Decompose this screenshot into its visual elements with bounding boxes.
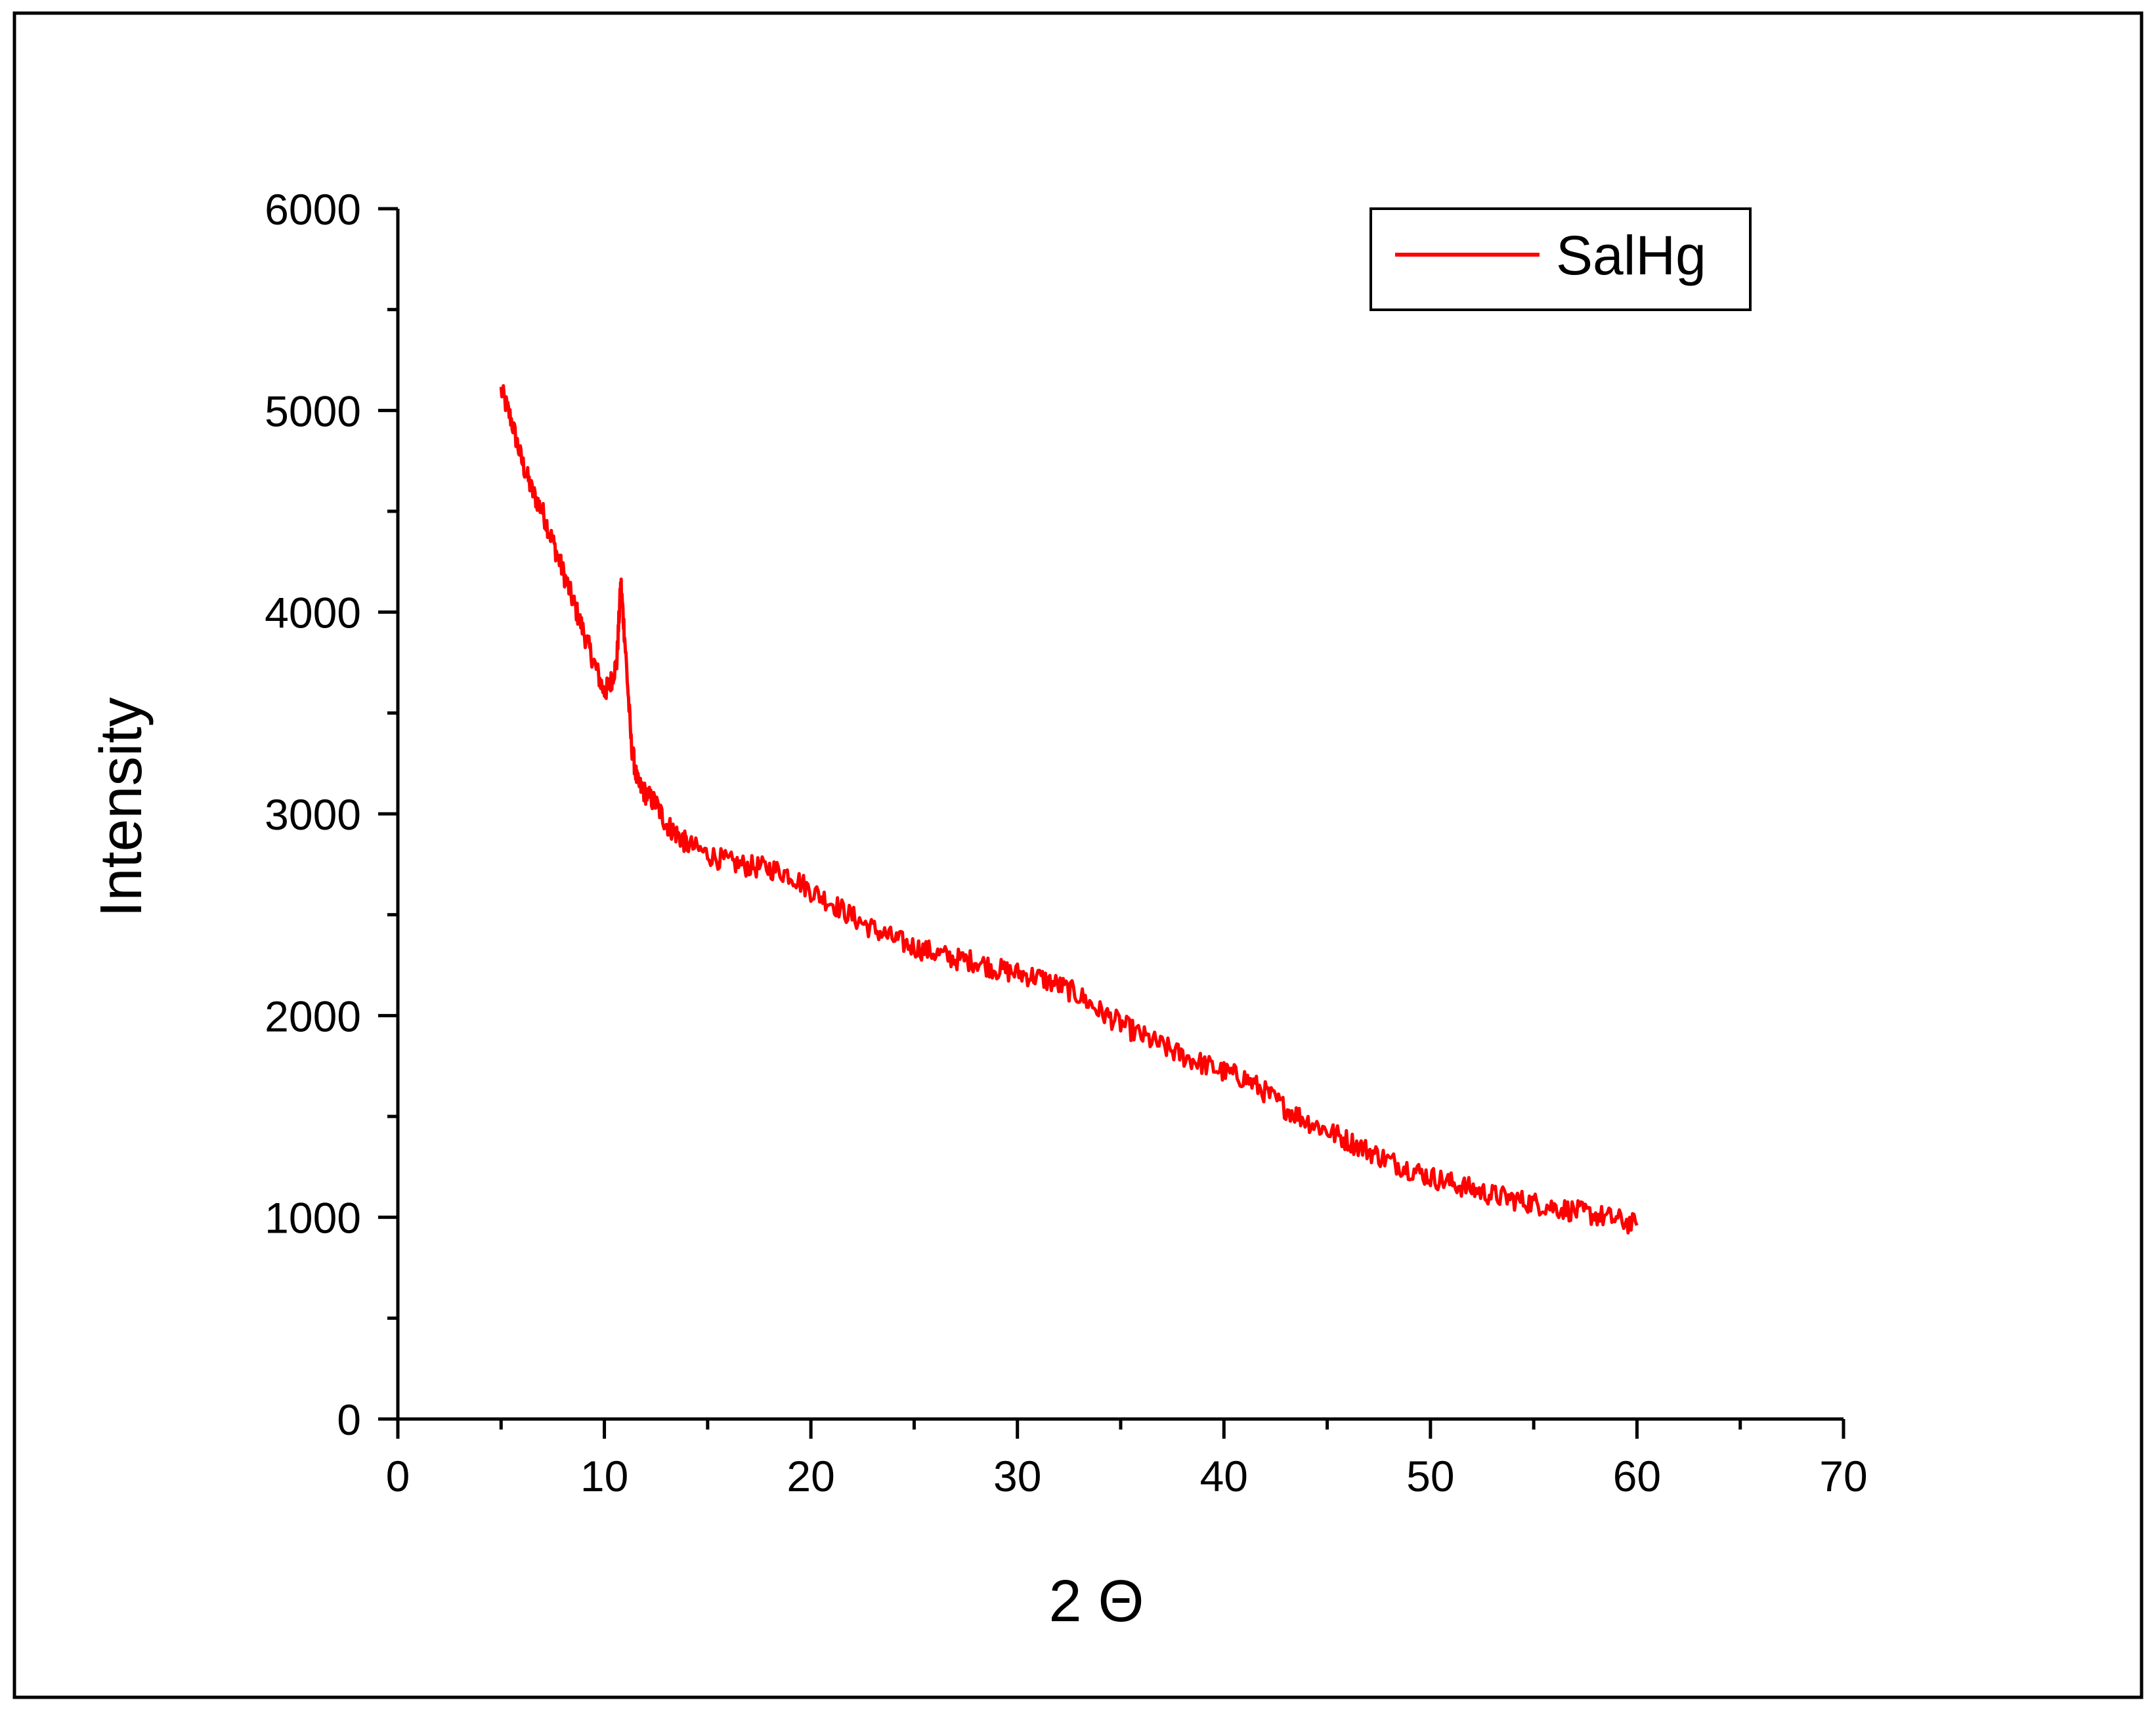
series-line-salhg bbox=[499, 384, 1639, 1235]
x-tick-label: 10 bbox=[580, 1452, 628, 1500]
figure-frame bbox=[12, 11, 2144, 1699]
x-tick-label: 20 bbox=[787, 1452, 834, 1500]
legend: SalHg bbox=[1369, 207, 1752, 311]
y-tick-label: 0 bbox=[337, 1395, 361, 1444]
x-tick-label: 70 bbox=[1819, 1452, 1867, 1500]
x-tick-label: 30 bbox=[993, 1452, 1041, 1500]
y-axis-title: Intensity bbox=[89, 697, 154, 917]
y-tick-label: 6000 bbox=[265, 185, 361, 234]
legend-box bbox=[1369, 207, 1752, 311]
legend-label-salhg: SalHg bbox=[1556, 224, 1706, 286]
axes: 0 10 20 30 40 50 60 70 0 1000 2000 3000 4000 5000 6000 bbox=[265, 185, 1868, 1500]
plot-area bbox=[499, 384, 1639, 1235]
x-axis-title: 2 Θ bbox=[1048, 1569, 1144, 1634]
x-tick-label: 60 bbox=[1613, 1452, 1661, 1500]
x-tick-label: 40 bbox=[1200, 1452, 1248, 1500]
y-tick-label: 5000 bbox=[265, 387, 361, 435]
y-tick-label: 4000 bbox=[265, 589, 361, 637]
y-tick-label: 1000 bbox=[265, 1194, 361, 1242]
axis-labels: 2 Θ Intensity bbox=[89, 697, 1144, 1634]
x-tick-label: 0 bbox=[386, 1452, 410, 1500]
y-tick-label: 2000 bbox=[265, 992, 361, 1040]
y-tick-label: 3000 bbox=[265, 790, 361, 839]
x-tick-label: 50 bbox=[1406, 1452, 1454, 1500]
